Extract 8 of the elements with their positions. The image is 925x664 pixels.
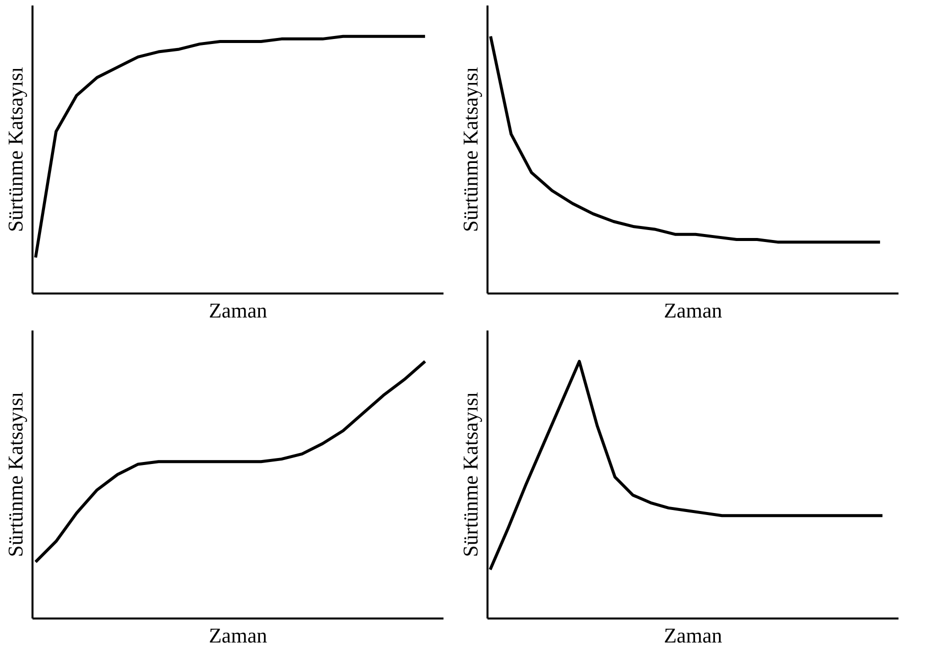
x-axis-title: Zaman bbox=[208, 624, 268, 648]
y-axis-title: Sürtünme Katsayısı bbox=[4, 66, 28, 232]
y-axis-title: Sürtünme Katsayısı bbox=[458, 392, 482, 558]
y-axis-title: Sürtünme Katsayısı bbox=[458, 66, 482, 232]
x-axis-title: Zaman bbox=[208, 298, 268, 322]
x-axis-title: Zaman bbox=[664, 624, 723, 648]
y-axis-title: Sürtünme Katsayısı bbox=[4, 392, 28, 558]
x-axis-title: Zaman bbox=[664, 298, 723, 322]
